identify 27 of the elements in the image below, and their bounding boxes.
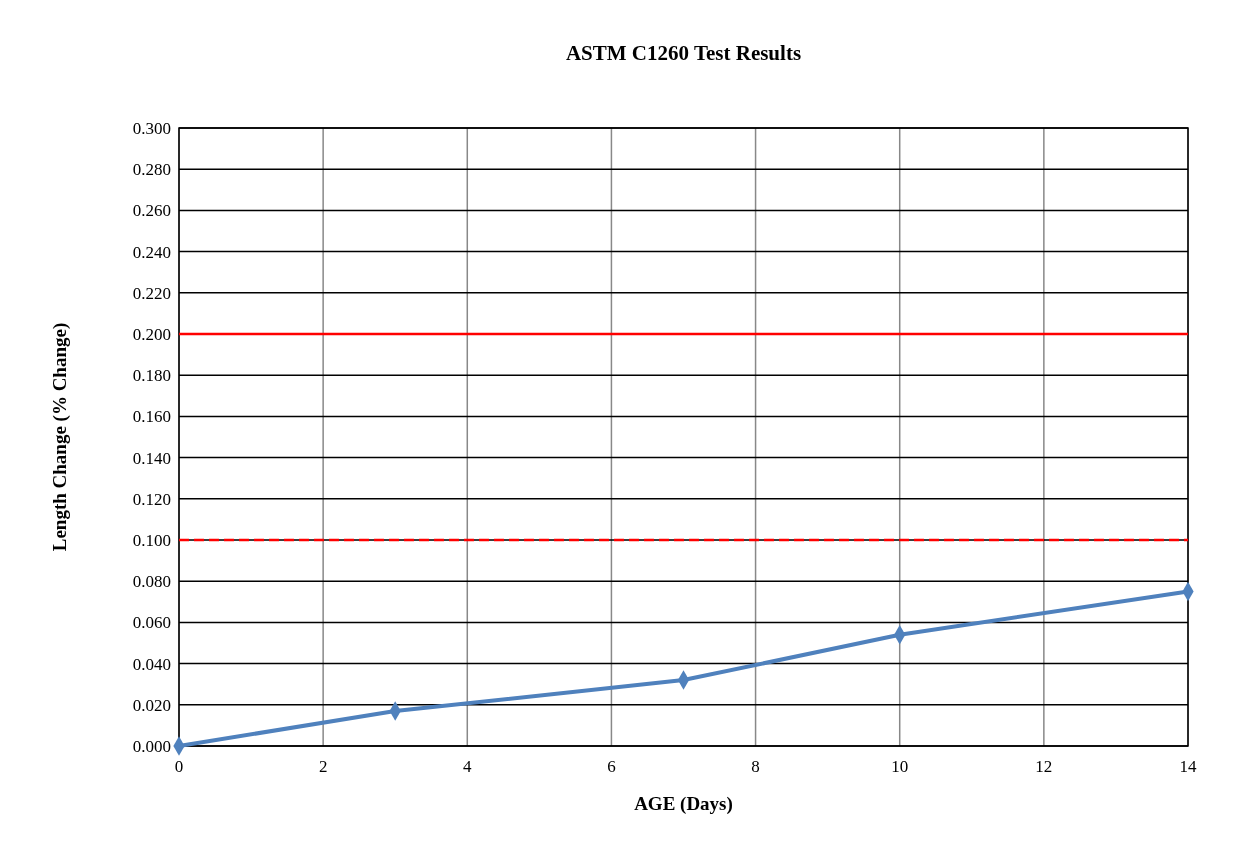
y-tick-label: 0.220 xyxy=(132,283,171,303)
y-tick-label: 0.080 xyxy=(132,572,171,592)
x-tick-label: 2 xyxy=(318,757,328,776)
y-tick-label: 0.200 xyxy=(132,324,171,344)
y-tick-label: 0.300 xyxy=(132,118,171,138)
chart-title: ASTM C1260 Test Results xyxy=(565,41,802,65)
y-tick-label: 0.120 xyxy=(132,489,171,509)
y-tick-label: 0.240 xyxy=(132,242,171,262)
y-tick-label: 0.260 xyxy=(132,201,171,221)
y-tick-label: 0.040 xyxy=(132,654,171,674)
x-tick-label: 12 xyxy=(1035,757,1053,776)
x-tick-label: 8 xyxy=(751,757,760,776)
y-tick-label: 0.100 xyxy=(132,530,171,550)
x-tick-label: 4 xyxy=(463,757,473,776)
x-tick-label: 6 xyxy=(607,757,616,776)
y-tick-label: 0.020 xyxy=(132,695,171,715)
y-tick-label: 0.000 xyxy=(132,736,171,756)
x-tick-label: 14 xyxy=(1179,757,1197,776)
y-tick-label: 0.280 xyxy=(132,160,171,180)
y-tick-label: 0.180 xyxy=(132,366,171,386)
x-tick-label: 10 xyxy=(891,757,909,776)
x-axis-title: AGE (Days) xyxy=(634,793,733,815)
x-tick-label: 0 xyxy=(174,757,184,776)
y-tick-label: 0.160 xyxy=(132,407,171,427)
y-tick-label: 0.060 xyxy=(132,613,171,633)
y-tick-label: 0.140 xyxy=(132,448,171,468)
y-axis-title: Length Change (% Change) xyxy=(49,322,71,552)
